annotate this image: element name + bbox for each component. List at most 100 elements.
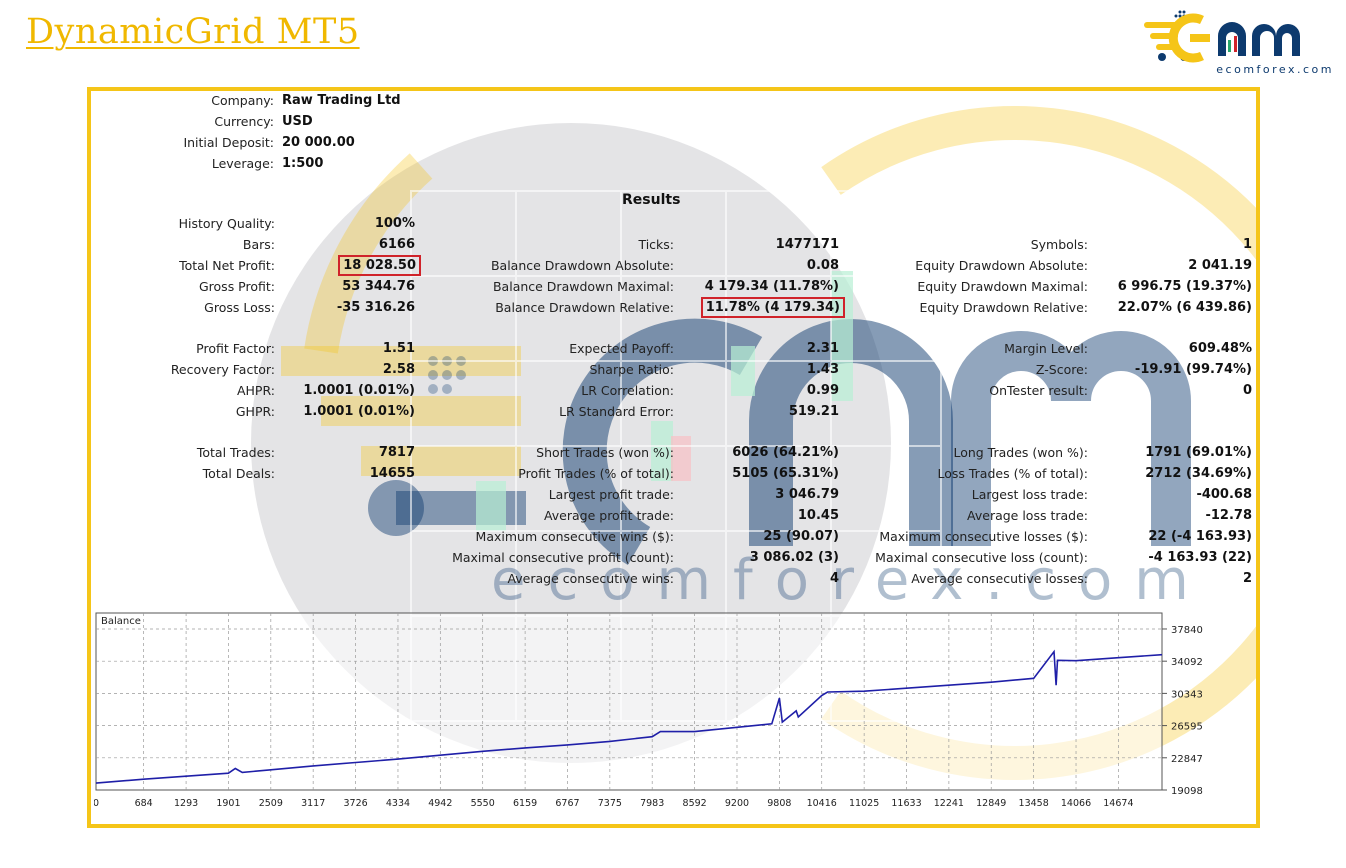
x-tick-label: 4334 [386,798,410,809]
metric-value: 0.08 [806,258,839,273]
x-tick-label: 7375 [598,798,622,809]
x-tick-label: 10416 [807,798,837,809]
chart-title: Balance [101,616,141,627]
metric-label: Maximal consecutive loss (count): [875,550,1088,565]
x-tick-label: 0 [94,798,99,809]
metric-label: Gross Loss: [204,300,275,315]
metric-label: Average consecutive losses: [911,571,1088,586]
y-tick-label: 22847 [1171,754,1203,765]
metric-value: 6166 [378,237,415,252]
metric-label: Average loss trade: [967,508,1088,523]
x-tick-label: 9808 [767,798,791,809]
metric-value: 100% [374,216,415,231]
metric-value: 2712 (34.69%) [1145,466,1252,481]
metric-label: Margin Level: [1004,341,1088,356]
y-tick-label: 34092 [1171,657,1203,668]
metric-value: 4 [829,571,839,586]
metric-label: Symbols: [1030,237,1088,252]
metric-value: 6 996.75 (19.37%) [1117,279,1252,294]
y-tick-label: 37840 [1171,625,1203,636]
metric-label: Total Net Profit: [179,258,275,273]
metric-label: Balance Drawdown Maximal: [492,279,674,294]
metric-value: -35 316.26 [336,300,415,315]
x-tick-label: 9200 [725,798,749,809]
x-tick-label: 684 [135,798,153,809]
x-tick-label: 1293 [174,798,198,809]
metric-value: 22 (-4 163.93) [1148,529,1252,544]
metric-value: -12.78 [1205,508,1252,523]
account-label: Company: [211,93,274,108]
metric-label: AHPR: [236,383,275,398]
logo-url[interactable]: ecomforex.com [1216,63,1334,76]
y-tick-label: 30343 [1171,689,1203,700]
x-tick-label: 3117 [301,798,325,809]
metric-value: 1791 (69.01%) [1145,445,1252,460]
x-tick-label: 4942 [428,798,452,809]
account-label: Leverage: [211,156,274,171]
x-tick-label: 12849 [976,798,1006,809]
x-tick-label: 12241 [934,798,964,809]
metric-value: 53 344.76 [342,279,415,294]
metric-label: Equity Drawdown Relative: [919,300,1088,315]
plot-area [95,612,1163,791]
metric-value: 1477171 [775,237,839,252]
metric-label: Expected Payoff: [569,341,674,356]
metric-value: 1.0001 (0.01%) [303,383,415,398]
metric-label: Gross Profit: [198,279,275,294]
x-tick-label: 11633 [891,798,921,809]
metric-label: Profit Trades (% of total): [518,466,674,481]
x-tick-label: 8592 [683,798,707,809]
report-frame: ecomforex.com Company: Raw Trading Ltd Cur… [87,87,1260,828]
x-tick-label: 5550 [471,798,495,809]
metric-label: Balance Drawdown Absolute: [490,258,674,273]
metric-value: 4 179.34 (11.78%) [704,279,839,294]
metric-label: Maximal consecutive profit (count): [452,550,674,565]
metric-value: 1.51 [382,341,415,356]
account-value: USD [282,114,313,129]
x-tick-label: 6159 [513,798,537,809]
balance-chart[interactable]: Balance 0 684 1293 1901 2509 3117 3726 4334 4942 5… [94,609,1252,814]
x-tick-label: 3726 [344,798,368,809]
metric-label: Recovery Factor: [170,362,275,377]
x-tick-label: 1901 [216,798,240,809]
metric-value: 609.48% [1188,341,1252,356]
metric-value: 1.0001 (0.01%) [303,404,415,419]
metric-value: -19.91 (99.74%) [1134,362,1252,377]
metric-value: 6026 (64.21%) [732,445,839,460]
metric-label: Maximum consecutive wins ($): [475,529,674,544]
metric-value: 2.58 [382,362,415,377]
metric-value: 0.99 [806,383,839,398]
x-tick-label: 7983 [640,798,664,809]
metric-label: Total Trades: [196,445,275,460]
metric-label: Ticks: [638,237,674,252]
metric-label: Equity Drawdown Maximal: [917,279,1088,294]
account-label: Currency: [214,114,274,129]
metric-label: Balance Drawdown Relative: [495,300,674,315]
page-title: DynamicGrid MT5 [26,12,360,52]
x-tick-label: 14674 [1103,798,1133,809]
highlighted-metric-value: 11.78% (4 179.34) [700,297,845,318]
account-value: Raw Trading Ltd [282,93,401,108]
metric-value: 519.21 [788,404,839,419]
metric-label: Equity Drawdown Absolute: [915,258,1088,273]
ecomforex-logo[interactable]: ecomforex.com [1140,10,1336,80]
metric-label: Average profit trade: [543,508,674,523]
metric-label: LR Correlation: [581,383,674,398]
metric-label: Largest profit trade: [548,487,674,502]
metric-value: 14655 [369,466,415,481]
metric-label: GHPR: [235,404,275,419]
metric-label: OnTester result: [989,383,1088,398]
account-value: 20 000.00 [282,135,355,150]
metric-label: Z-Score: [1035,362,1088,377]
x-tick-label: 2509 [259,798,283,809]
metric-value: 10.45 [797,508,839,523]
balance-line [95,649,1163,784]
metric-label: Maximum consecutive losses ($): [879,529,1088,544]
metric-label: Bars: [242,237,275,252]
account-label: Initial Deposit: [183,135,274,150]
metric-value: 2 [1242,571,1252,586]
metric-label: Short Trades (won %): [536,445,674,460]
metric-value: 3 086.02 (3) [749,550,839,565]
metric-value: 0 [1242,383,1252,398]
metric-label: Sharpe Ratio: [589,362,674,377]
